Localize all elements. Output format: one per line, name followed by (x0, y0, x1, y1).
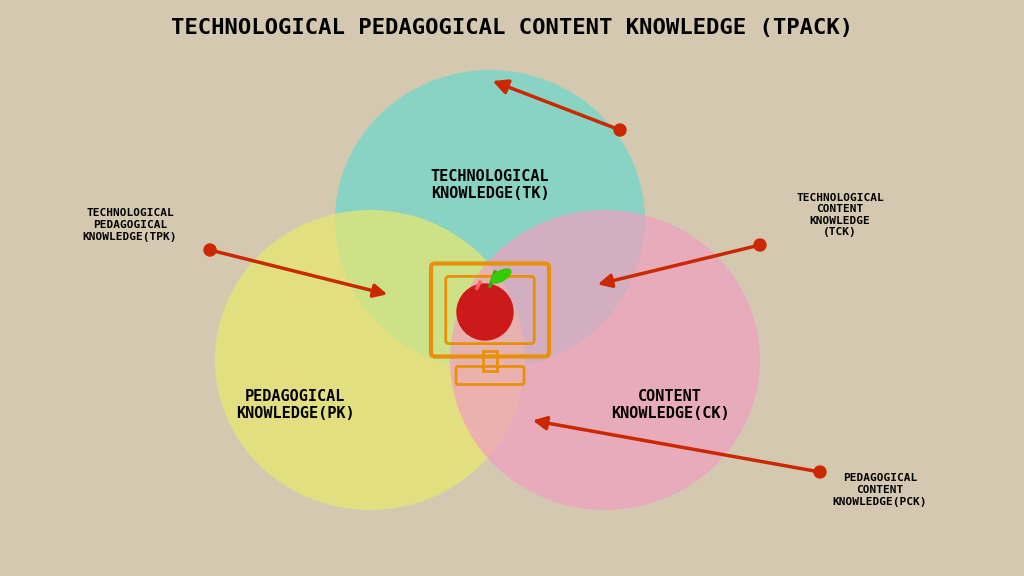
Text: TECHNOLOGICAL
CONTENT
KNOWLEDGE
(TCK): TECHNOLOGICAL CONTENT KNOWLEDGE (TCK) (796, 192, 884, 237)
Ellipse shape (492, 269, 511, 283)
Ellipse shape (335, 70, 645, 370)
Text: TECHNOLOGICAL
KNOWLEDGE(TK): TECHNOLOGICAL KNOWLEDGE(TK) (431, 169, 549, 201)
Circle shape (614, 124, 626, 136)
Text: TECHNOLOGICAL PEDAGOGICAL CONTENT KNOWLEDGE (TPACK): TECHNOLOGICAL PEDAGOGICAL CONTENT KNOWLE… (171, 18, 853, 38)
Ellipse shape (450, 210, 760, 510)
Text: PEDAGOGICAL
KNOWLEDGE(PK): PEDAGOGICAL KNOWLEDGE(PK) (236, 389, 354, 421)
Ellipse shape (215, 210, 525, 510)
Circle shape (204, 244, 216, 256)
Text: TECHNOLOGICAL
PEDAGOGICAL
KNOWLEDGE(TPK): TECHNOLOGICAL PEDAGOGICAL KNOWLEDGE(TPK) (83, 209, 177, 241)
Circle shape (457, 284, 513, 340)
Bar (483, 351, 497, 370)
Circle shape (754, 239, 766, 251)
Text: CONTENT
KNOWLEDGE(CK): CONTENT KNOWLEDGE(CK) (610, 389, 729, 421)
Circle shape (814, 466, 826, 478)
Text: PEDAGOGICAL
CONTENT
KNOWLEDGE(PCK): PEDAGOGICAL CONTENT KNOWLEDGE(PCK) (833, 473, 928, 507)
